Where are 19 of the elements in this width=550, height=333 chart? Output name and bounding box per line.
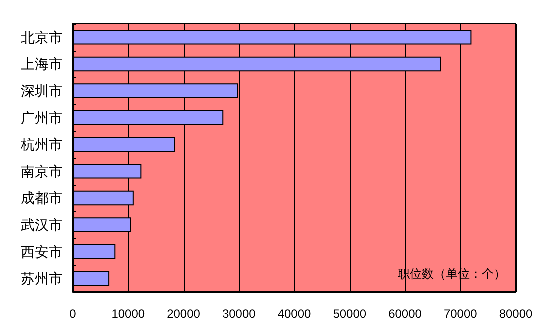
x-tick-label: 60000 xyxy=(388,307,422,321)
x-tick-label: 80000 xyxy=(499,307,534,321)
x-tick-label: 30000 xyxy=(222,307,256,321)
y-tick-label: 南京市 xyxy=(21,163,63,180)
y-tick-label: 广州市 xyxy=(21,110,63,126)
x-tick-label: 70000 xyxy=(444,307,478,321)
y-tick-label: 杭州市 xyxy=(20,136,63,153)
x-tick-label: 10000 xyxy=(112,307,146,321)
y-tick-label: 苏州市 xyxy=(21,270,63,287)
x-tick-label: 20000 xyxy=(167,307,201,321)
y-tick-label: 西安市 xyxy=(21,244,63,260)
y-tick-label: 上海市 xyxy=(21,56,63,72)
y-tick-label: 武汉市 xyxy=(21,217,63,233)
x-tick-label: 50000 xyxy=(333,307,367,321)
y-tick-label: 北京市 xyxy=(21,29,63,46)
x-tick-label: 40000 xyxy=(278,307,312,321)
x-tick-label: 0 xyxy=(70,307,77,321)
y-tick-label: 成都市 xyxy=(21,190,63,206)
y-tick-label: 深圳市 xyxy=(21,83,63,99)
